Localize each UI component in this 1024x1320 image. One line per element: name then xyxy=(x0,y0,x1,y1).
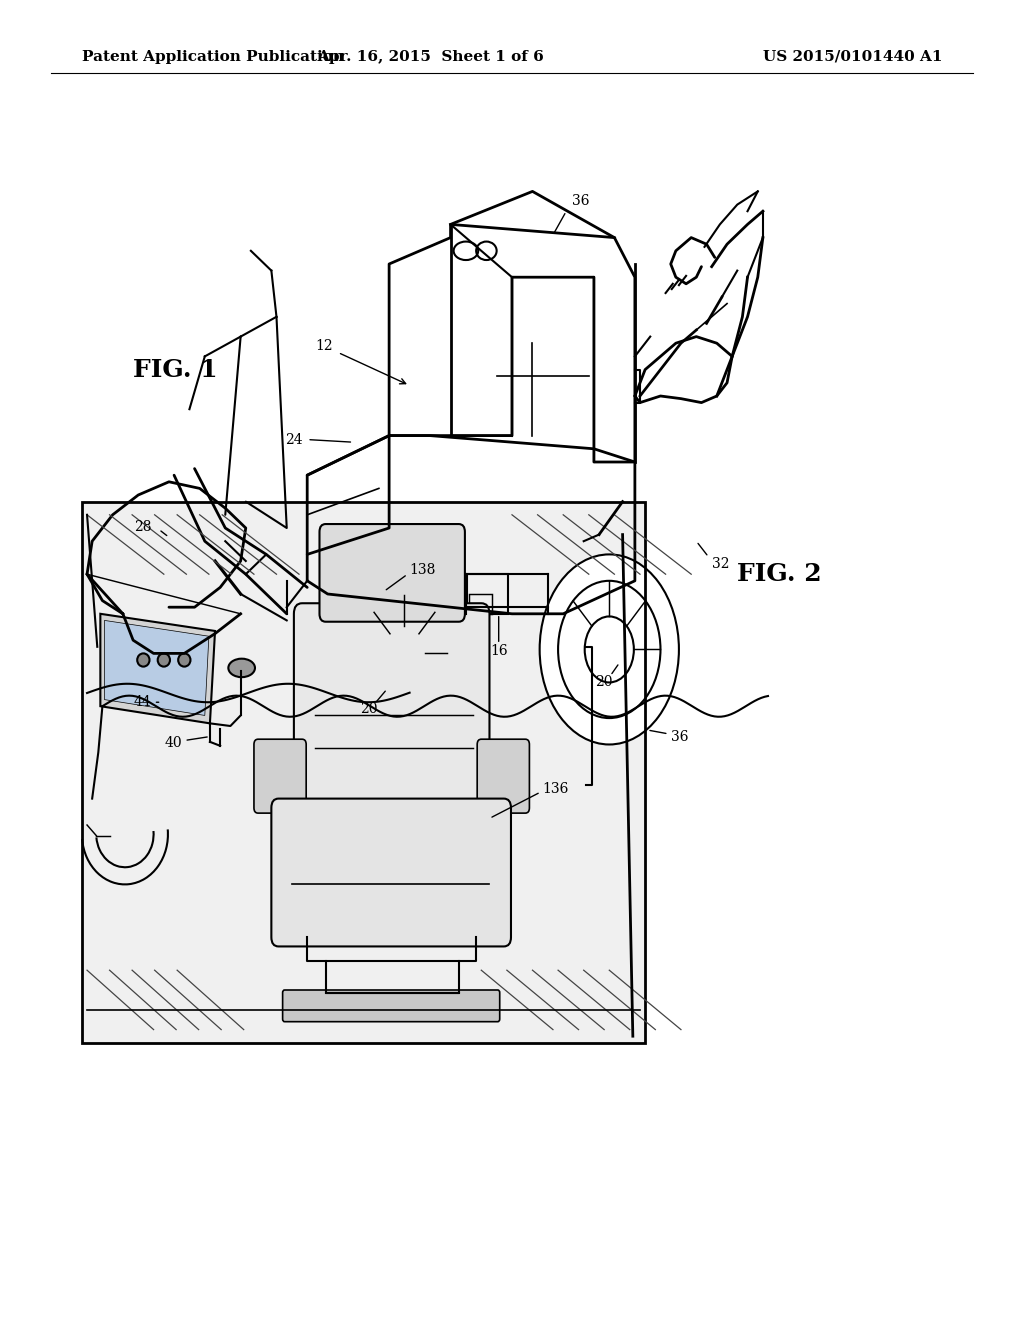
Ellipse shape xyxy=(228,659,255,677)
Text: 136: 136 xyxy=(543,783,569,796)
Text: 36: 36 xyxy=(571,194,590,207)
Text: FIG. 1: FIG. 1 xyxy=(133,358,218,381)
FancyBboxPatch shape xyxy=(283,990,500,1022)
FancyBboxPatch shape xyxy=(477,739,529,813)
Polygon shape xyxy=(104,620,209,715)
Text: 40: 40 xyxy=(165,737,182,750)
Text: FIG. 2: FIG. 2 xyxy=(737,562,822,586)
Ellipse shape xyxy=(540,554,679,744)
Bar xyxy=(467,574,508,614)
FancyBboxPatch shape xyxy=(319,524,465,622)
Ellipse shape xyxy=(178,653,190,667)
Text: 12: 12 xyxy=(315,339,333,352)
Text: 32: 32 xyxy=(712,557,729,570)
Polygon shape xyxy=(100,614,215,723)
Text: 36: 36 xyxy=(671,730,688,743)
Text: 20: 20 xyxy=(595,676,613,689)
Text: Patent Application Publication: Patent Application Publication xyxy=(82,50,344,63)
Bar xyxy=(82,502,645,1043)
Text: Apr. 16, 2015  Sheet 1 of 6: Apr. 16, 2015 Sheet 1 of 6 xyxy=(316,50,544,63)
FancyBboxPatch shape xyxy=(294,603,489,816)
FancyBboxPatch shape xyxy=(254,739,306,813)
Ellipse shape xyxy=(158,653,170,667)
FancyBboxPatch shape xyxy=(271,799,511,946)
Text: 28: 28 xyxy=(134,520,152,533)
Text: 44: 44 xyxy=(134,696,152,709)
Text: US 2015/0101440 A1: US 2015/0101440 A1 xyxy=(763,50,942,63)
Text: 138: 138 xyxy=(410,564,436,577)
Text: 24: 24 xyxy=(286,433,303,446)
Text: 16: 16 xyxy=(489,644,508,657)
Bar xyxy=(82,502,645,1043)
Bar xyxy=(469,594,492,614)
Text: 20: 20 xyxy=(359,702,378,715)
Ellipse shape xyxy=(343,570,466,737)
Ellipse shape xyxy=(137,653,150,667)
